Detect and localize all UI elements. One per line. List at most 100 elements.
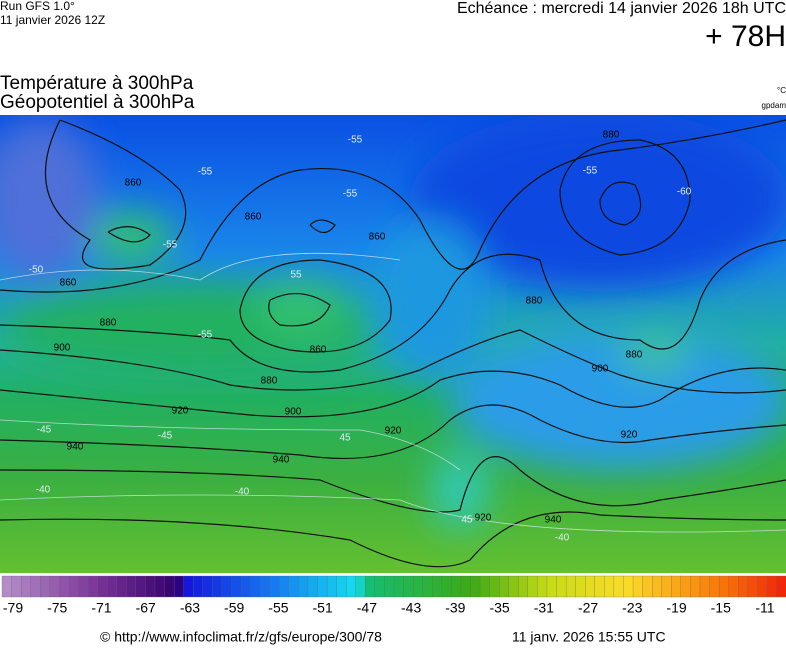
geopotential-label: 900 — [592, 364, 609, 375]
run-label: Run GFS 1.0° — [0, 0, 75, 13]
scale-swatch — [374, 575, 385, 598]
scale-label: -11 — [755, 600, 774, 616]
scale-swatch — [193, 575, 204, 598]
valid-time: Echéance : mercredi 14 janvier 2026 18h … — [457, 0, 786, 17]
geopotential-label: 900 — [54, 343, 71, 354]
scale-swatch — [49, 575, 60, 598]
scale-swatch — [87, 575, 99, 598]
scale-swatch — [518, 575, 529, 598]
scale-label: -51 — [313, 600, 333, 616]
geopotential-label: 880 — [100, 318, 117, 329]
temperature-label: -45 — [158, 431, 173, 442]
scale-swatch — [757, 575, 768, 598]
scale-swatch — [718, 575, 730, 598]
scale-label: -39 — [445, 600, 465, 616]
scale-swatch — [107, 575, 118, 598]
run-date: 11 janvier 2026 12Z — [0, 13, 105, 27]
scale-swatch — [384, 575, 395, 598]
temperature-label: -55 — [198, 330, 213, 341]
scale-label: -23 — [622, 600, 642, 616]
scale-swatch — [288, 575, 299, 598]
scale-swatch — [728, 575, 739, 598]
generated-time: 11 janv. 2026 15:55 UTC — [512, 629, 666, 645]
scale-swatch — [126, 575, 137, 598]
scale-swatch — [269, 575, 280, 598]
scale-swatch — [537, 575, 548, 598]
scale-swatch — [470, 575, 481, 598]
scale-swatch — [145, 575, 156, 598]
scale-swatch — [135, 575, 146, 598]
scale-swatch — [68, 575, 79, 598]
scale-swatch — [527, 575, 538, 598]
temperature-label: -50 — [29, 265, 44, 276]
scale-swatch — [441, 575, 452, 598]
geopotential-label: 920 — [621, 430, 638, 441]
scale-swatch — [154, 575, 165, 598]
geopotential-label: 940 — [273, 455, 290, 466]
scale-swatch — [183, 575, 194, 598]
scale-swatch — [479, 575, 491, 598]
geopotential-label: 940 — [545, 515, 562, 526]
temperature-label: -55 — [583, 166, 598, 177]
scale-swatch — [432, 575, 443, 598]
temperature-label: 45 — [461, 515, 473, 526]
scale-swatch — [556, 575, 567, 598]
scale-swatch — [776, 575, 786, 598]
temperature-label: -60 — [677, 187, 692, 198]
scale-label: -67 — [136, 600, 156, 616]
scale-swatch — [317, 575, 328, 598]
scale-swatch — [632, 575, 644, 598]
scale-swatch — [565, 575, 577, 598]
scale-label: -19 — [666, 600, 686, 616]
temperature-label: -55 — [343, 189, 358, 200]
scale-swatch — [202, 575, 213, 598]
scale-label: -71 — [91, 600, 111, 616]
scale-swatch — [709, 575, 720, 598]
scale-label: -31 — [534, 600, 554, 616]
lead-time: + 78H — [705, 20, 786, 53]
scale-swatch — [460, 575, 471, 598]
scale-swatch — [546, 575, 557, 598]
unit-temperature: °C — [777, 86, 786, 95]
geopotential-label: 860 — [60, 278, 77, 289]
scale-swatch — [412, 575, 424, 598]
scale-swatch — [671, 575, 682, 598]
geopotential-label: 860 — [245, 212, 262, 223]
scale-swatch — [393, 575, 405, 598]
scale-swatch — [642, 575, 653, 598]
scale-swatch — [78, 575, 89, 598]
scale-label: -75 — [47, 600, 67, 616]
geopotential-label: 880 — [626, 350, 643, 361]
scale-swatch — [346, 575, 357, 598]
color-scale: -79 -75 -71 -67 -63 -59 -55 -51 -47 -43 -39 -35 -31 -… — [1, 575, 786, 616]
geopotential-label: 920 — [172, 406, 189, 417]
scale-swatch — [355, 575, 366, 598]
scale-label: -79 — [3, 600, 23, 616]
scale-swatch — [298, 575, 309, 598]
map — [0, 115, 786, 573]
scale-label: -47 — [357, 600, 377, 616]
geopotential-label: 860 — [125, 178, 142, 189]
scale-swatch — [30, 575, 41, 598]
scale-swatch — [116, 575, 127, 598]
scale-swatch — [575, 575, 586, 598]
geopotential-label: 920 — [385, 426, 402, 437]
scale-swatch — [20, 575, 32, 598]
scale-swatch — [259, 575, 271, 598]
scale-label: -15 — [711, 600, 731, 616]
scale-swatch — [422, 575, 433, 598]
geopotential-label: 880 — [526, 296, 543, 307]
scale-label: -55 — [268, 600, 288, 616]
scale-swatch — [250, 575, 261, 598]
unit-geopotential: gpdam — [762, 101, 786, 110]
scale-swatch — [173, 575, 185, 598]
scale-label: -63 — [180, 600, 200, 616]
scale-swatch — [59, 575, 70, 598]
scale-swatch — [307, 575, 318, 598]
scale-swatch — [240, 575, 252, 598]
temperature-label: 45 — [339, 433, 351, 444]
geopotential-label: 880 — [603, 130, 620, 141]
temperature-label: -55 — [163, 240, 178, 251]
